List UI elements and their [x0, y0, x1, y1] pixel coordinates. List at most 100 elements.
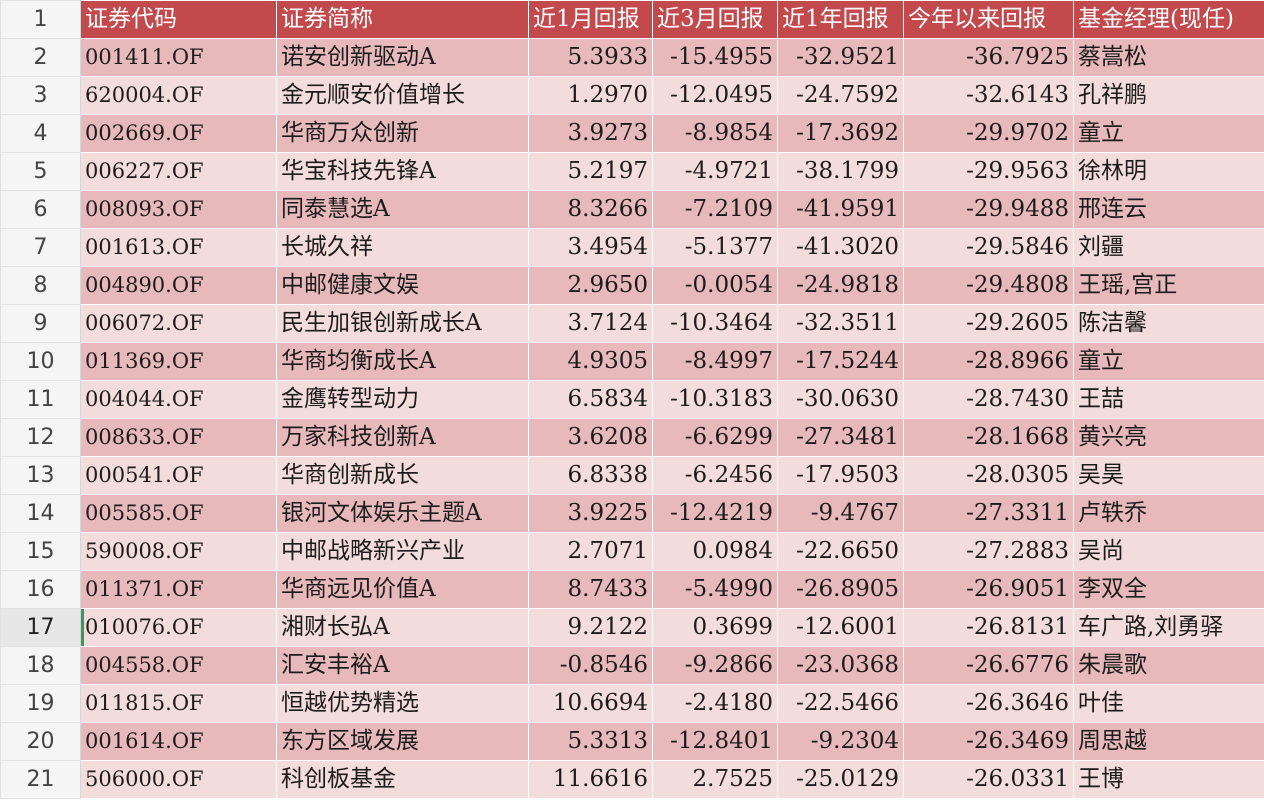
fund-code-cell[interactable]: 008633.OF: [80, 418, 277, 457]
column-header-code[interactable]: 证券代码: [80, 0, 277, 39]
return-1y-cell[interactable]: -12.6001: [777, 608, 904, 647]
column-header-1y-return[interactable]: 近1年回报: [777, 0, 904, 39]
manager-cell[interactable]: 徐林明: [1073, 152, 1264, 191]
return-1y-cell[interactable]: -24.7592: [777, 76, 904, 115]
return-1m-cell[interactable]: 3.9273: [528, 114, 653, 153]
return-ytd-cell[interactable]: -26.3646: [903, 684, 1074, 723]
return-1m-cell[interactable]: 6.8338: [528, 456, 653, 495]
return-ytd-cell[interactable]: -29.5846: [903, 228, 1074, 267]
row-number[interactable]: 11: [0, 380, 81, 419]
manager-cell[interactable]: 蔡嵩松: [1073, 38, 1264, 77]
row-number[interactable]: 7: [0, 228, 81, 267]
fund-name-cell[interactable]: 东方区域发展: [276, 722, 529, 761]
return-ytd-cell[interactable]: -32.6143: [903, 76, 1074, 115]
return-3m-cell[interactable]: -12.4219: [652, 494, 778, 533]
fund-name-cell[interactable]: 湘财长弘A: [276, 608, 529, 647]
manager-cell[interactable]: 车广路,刘勇驿: [1073, 608, 1264, 647]
manager-cell[interactable]: 邢连云: [1073, 190, 1264, 229]
manager-cell[interactable]: 吴昊: [1073, 456, 1264, 495]
return-1m-cell[interactable]: 3.4954: [528, 228, 653, 267]
manager-cell[interactable]: 童立: [1073, 342, 1264, 381]
return-ytd-cell[interactable]: -29.4808: [903, 266, 1074, 305]
return-3m-cell[interactable]: -2.4180: [652, 684, 778, 723]
return-1m-cell[interactable]: 11.6616: [528, 760, 653, 799]
manager-cell[interactable]: 叶佳: [1073, 684, 1264, 723]
fund-name-cell[interactable]: 汇安丰裕A: [276, 646, 529, 685]
return-ytd-cell[interactable]: -36.7925: [903, 38, 1074, 77]
row-number[interactable]: 8: [0, 266, 81, 305]
return-3m-cell[interactable]: 2.7525: [652, 760, 778, 799]
manager-cell[interactable]: 吴尚: [1073, 532, 1264, 571]
return-1y-cell[interactable]: -24.9818: [777, 266, 904, 305]
fund-name-cell[interactable]: 华商万众创新: [276, 114, 529, 153]
return-3m-cell[interactable]: -12.8401: [652, 722, 778, 761]
fund-code-cell[interactable]: 011815.OF: [80, 684, 277, 723]
return-3m-cell[interactable]: -10.3183: [652, 380, 778, 419]
fund-name-cell[interactable]: 银河文体娱乐主题A: [276, 494, 529, 533]
row-number[interactable]: 15: [0, 532, 81, 571]
return-3m-cell[interactable]: -8.9854: [652, 114, 778, 153]
fund-code-cell[interactable]: 010076.OF: [80, 608, 277, 647]
return-1m-cell[interactable]: 2.7071: [528, 532, 653, 571]
column-header-manager[interactable]: 基金经理(现任): [1073, 0, 1264, 39]
return-1m-cell[interactable]: 8.3266: [528, 190, 653, 229]
return-3m-cell[interactable]: -15.4955: [652, 38, 778, 77]
fund-code-cell[interactable]: 590008.OF: [80, 532, 277, 571]
return-ytd-cell[interactable]: -27.2883: [903, 532, 1074, 571]
fund-name-cell[interactable]: 科创板基金: [276, 760, 529, 799]
return-1m-cell[interactable]: 5.2197: [528, 152, 653, 191]
row-number[interactable]: 19: [0, 684, 81, 723]
row-number[interactable]: 12: [0, 418, 81, 457]
manager-cell[interactable]: 卢轶乔: [1073, 494, 1264, 533]
return-ytd-cell[interactable]: -27.3311: [903, 494, 1074, 533]
fund-name-cell[interactable]: 中邮战略新兴产业: [276, 532, 529, 571]
return-ytd-cell[interactable]: -26.8131: [903, 608, 1074, 647]
row-number[interactable]: 4: [0, 114, 81, 153]
fund-name-cell[interactable]: 金鹰转型动力: [276, 380, 529, 419]
return-1y-cell[interactable]: -17.5244: [777, 342, 904, 381]
return-3m-cell[interactable]: -0.0054: [652, 266, 778, 305]
return-1y-cell[interactable]: -17.3692: [777, 114, 904, 153]
manager-cell[interactable]: 黄兴亮: [1073, 418, 1264, 457]
fund-name-cell[interactable]: 金元顺安价值增长: [276, 76, 529, 115]
return-ytd-cell[interactable]: -28.0305: [903, 456, 1074, 495]
return-3m-cell[interactable]: 0.0984: [652, 532, 778, 571]
fund-code-cell[interactable]: 001614.OF: [80, 722, 277, 761]
fund-code-cell[interactable]: 004044.OF: [80, 380, 277, 419]
return-ytd-cell[interactable]: -29.9702: [903, 114, 1074, 153]
return-1y-cell[interactable]: -30.0630: [777, 380, 904, 419]
fund-code-cell[interactable]: 011369.OF: [80, 342, 277, 381]
return-ytd-cell[interactable]: -26.6776: [903, 646, 1074, 685]
return-1y-cell[interactable]: -32.3511: [777, 304, 904, 343]
return-3m-cell[interactable]: -4.9721: [652, 152, 778, 191]
row-number[interactable]: 20: [0, 722, 81, 761]
manager-cell[interactable]: 王瑶,宫正: [1073, 266, 1264, 305]
return-1y-cell[interactable]: -32.9521: [777, 38, 904, 77]
return-1y-cell[interactable]: -25.0129: [777, 760, 904, 799]
row-number[interactable]: 21: [0, 760, 81, 799]
row-number[interactable]: 2: [0, 38, 81, 77]
row-number[interactable]: 18: [0, 646, 81, 685]
return-1y-cell[interactable]: -26.8905: [777, 570, 904, 609]
fund-code-cell[interactable]: 002669.OF: [80, 114, 277, 153]
fund-code-cell[interactable]: 001613.OF: [80, 228, 277, 267]
fund-code-cell[interactable]: 011371.OF: [80, 570, 277, 609]
return-1m-cell[interactable]: 5.3933: [528, 38, 653, 77]
row-number[interactable]: 10: [0, 342, 81, 381]
manager-cell[interactable]: 李双全: [1073, 570, 1264, 609]
return-1m-cell[interactable]: 3.9225: [528, 494, 653, 533]
return-3m-cell[interactable]: -9.2866: [652, 646, 778, 685]
return-ytd-cell[interactable]: -26.9051: [903, 570, 1074, 609]
fund-name-cell[interactable]: 恒越优势精选: [276, 684, 529, 723]
return-ytd-cell[interactable]: -26.3469: [903, 722, 1074, 761]
fund-code-cell[interactable]: 506000.OF: [80, 760, 277, 799]
return-1y-cell[interactable]: -9.4767: [777, 494, 904, 533]
fund-code-cell[interactable]: 620004.OF: [80, 76, 277, 115]
row-number[interactable]: 9: [0, 304, 81, 343]
return-3m-cell[interactable]: -12.0495: [652, 76, 778, 115]
fund-name-cell[interactable]: 华宝科技先锋A: [276, 152, 529, 191]
column-header-name[interactable]: 证券简称: [276, 0, 529, 39]
return-1y-cell[interactable]: -41.9591: [777, 190, 904, 229]
return-ytd-cell[interactable]: -29.9488: [903, 190, 1074, 229]
return-1m-cell[interactable]: 3.6208: [528, 418, 653, 457]
